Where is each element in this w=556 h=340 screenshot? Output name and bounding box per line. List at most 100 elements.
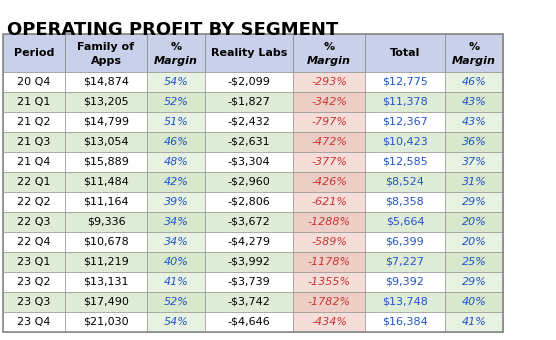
Text: -$3,742: -$3,742 [227,297,270,307]
Bar [293,132,365,152]
Text: 36%: 36% [461,137,486,147]
Text: -$3,304: -$3,304 [228,157,270,167]
Text: 29%: 29% [461,197,486,207]
Bar [365,312,445,332]
Bar [445,272,503,292]
Text: $11,378: $11,378 [382,97,428,107]
Text: $12,585: $12,585 [382,157,428,167]
Bar [65,112,147,132]
Text: -$4,646: -$4,646 [227,317,270,327]
Text: 41%: 41% [163,277,188,287]
Bar [3,152,65,172]
Text: -472%: -472% [311,137,347,147]
Text: 21 Q1: 21 Q1 [17,97,51,107]
Bar [65,292,147,312]
Bar [445,212,503,232]
Bar [445,192,503,212]
Text: Reality Labs: Reality Labs [211,48,287,58]
Bar [65,252,147,272]
Bar [65,172,147,192]
Text: -$2,432: -$2,432 [227,117,270,127]
Text: %: % [171,42,182,52]
Text: $8,524: $8,524 [385,177,424,187]
Text: 22 Q1: 22 Q1 [17,177,51,187]
Text: $11,164: $11,164 [83,197,129,207]
Bar [365,212,445,232]
Text: 31%: 31% [461,177,486,187]
Bar [445,132,503,152]
Text: Margin: Margin [154,56,198,66]
Bar [365,72,445,92]
Text: OPERATING PROFIT BY SEGMENT: OPERATING PROFIT BY SEGMENT [7,21,338,39]
Text: 20%: 20% [461,217,486,227]
Bar [293,34,365,72]
Bar [205,232,293,252]
Text: 21 Q3: 21 Q3 [17,137,51,147]
Text: $14,799: $14,799 [83,117,129,127]
Bar [365,232,445,252]
Text: 22 Q4: 22 Q4 [17,237,51,247]
Bar [445,92,503,112]
Text: -1178%: -1178% [307,257,351,267]
Bar [205,272,293,292]
Text: $17,490: $17,490 [83,297,129,307]
Bar [147,34,205,72]
Bar [445,112,503,132]
Bar [205,72,293,92]
Text: 21 Q2: 21 Q2 [17,117,51,127]
Bar [445,34,503,72]
Text: -$3,739: -$3,739 [227,277,270,287]
Text: $9,336: $9,336 [87,217,125,227]
Bar [365,292,445,312]
Text: 23 Q4: 23 Q4 [17,317,51,327]
Text: 21 Q4: 21 Q4 [17,157,51,167]
Bar [365,92,445,112]
Text: Total: Total [390,48,420,58]
Bar [147,192,205,212]
Text: %: % [324,42,335,52]
Text: 48%: 48% [163,157,188,167]
Text: $13,131: $13,131 [83,277,129,287]
Text: -621%: -621% [311,197,347,207]
Text: 54%: 54% [163,77,188,87]
Text: Margin: Margin [307,56,351,66]
Bar [65,132,147,152]
Bar [65,152,147,172]
Text: 43%: 43% [461,97,486,107]
Text: $10,423: $10,423 [382,137,428,147]
Text: 40%: 40% [163,257,188,267]
Text: 51%: 51% [163,117,188,127]
Bar [147,112,205,132]
Text: 34%: 34% [163,217,188,227]
Bar [65,72,147,92]
Text: -$2,631: -$2,631 [228,137,270,147]
Bar [445,232,503,252]
Bar [365,34,445,72]
Bar [365,272,445,292]
Bar [3,252,65,272]
Bar [205,292,293,312]
Bar [205,132,293,152]
Bar [147,132,205,152]
Text: -293%: -293% [311,77,347,87]
Bar [445,172,503,192]
Bar [65,212,147,232]
Text: 20 Q4: 20 Q4 [17,77,51,87]
Text: 37%: 37% [461,157,486,167]
Bar [65,192,147,212]
Bar [3,312,65,332]
Bar [65,34,147,72]
Text: 52%: 52% [163,297,188,307]
Text: -1288%: -1288% [307,217,351,227]
Bar [205,34,293,72]
Bar [147,212,205,232]
Bar [3,212,65,232]
Text: -1782%: -1782% [307,297,351,307]
Bar [293,312,365,332]
Text: -$1,827: -$1,827 [227,97,270,107]
Bar [205,172,293,192]
Text: $7,227: $7,227 [385,257,424,267]
Bar [3,72,65,92]
Text: $13,748: $13,748 [382,297,428,307]
Bar [147,152,205,172]
